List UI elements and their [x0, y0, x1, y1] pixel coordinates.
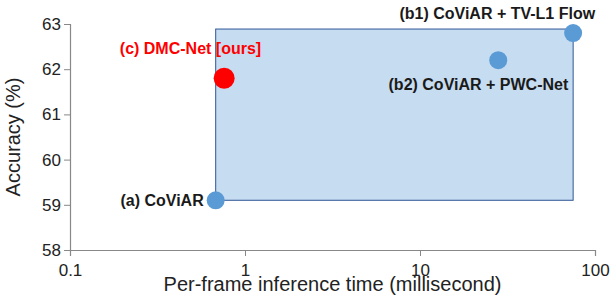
point [564, 24, 582, 42]
y-tick: 59 [42, 196, 70, 215]
chart: 0.1110100585960616263(a) CoViAR(b1) CoVi… [0, 0, 612, 296]
x-tick: 0.1 [59, 250, 83, 280]
y-axis: 58 59 60 61 62 63 [42, 15, 70, 260]
y-tick: 60 [42, 151, 70, 170]
x-tick-label: 100 [581, 261, 609, 280]
y-axis-title: Accuracy (%) [2, 78, 24, 197]
annotation: (b2) CoViAR + PWC-Net [389, 76, 569, 93]
annotations: (a) CoViAR (b1) CoViAR + TV-L1 Flow (b2) C… [120, 5, 596, 209]
point [214, 68, 235, 89]
annotation: (a) CoViAR [120, 192, 204, 209]
y-tick-label: 61 [42, 105, 61, 124]
y-tick-mark [64, 69, 70, 70]
point [207, 191, 225, 209]
y-tick-label: 62 [42, 60, 61, 79]
x-tick-mark [245, 250, 246, 256]
marks [207, 24, 582, 209]
y-axis-line [64, 25, 71, 251]
y-tick: 63 [42, 15, 70, 34]
annotation: (c) DMC-Net [ours] [120, 40, 261, 57]
y-tick-label: 63 [42, 15, 61, 34]
point [489, 51, 507, 69]
x-axis-title: Per-frame inference time (millisecond) [164, 273, 502, 295]
y-tick: 58 [42, 241, 70, 260]
y-tick-mark [64, 160, 70, 161]
y-tick-mark [64, 114, 70, 115]
y-tick-label: 58 [42, 241, 61, 260]
y-tick-mark [64, 24, 70, 25]
x-tick-label: 0.1 [59, 261, 83, 280]
y-tick-mark [64, 205, 70, 206]
x-tick: 100 [581, 250, 609, 280]
y-tick-label: 60 [42, 151, 61, 170]
x-tick-mark [420, 250, 421, 256]
y-tick-label: 59 [42, 196, 61, 215]
region [216, 29, 573, 200]
plot: 0.1110100585960616263(a) CoViAR(b1) CoVi… [42, 5, 610, 280]
annotation: (b1) CoViAR + TV-L1 Flow [399, 5, 595, 22]
y-tick: 62 [42, 60, 70, 79]
x-axis-line [71, 251, 596, 257]
x-tick-mark [595, 250, 596, 256]
y-tick-mark [64, 250, 70, 251]
y-tick: 61 [42, 105, 70, 124]
